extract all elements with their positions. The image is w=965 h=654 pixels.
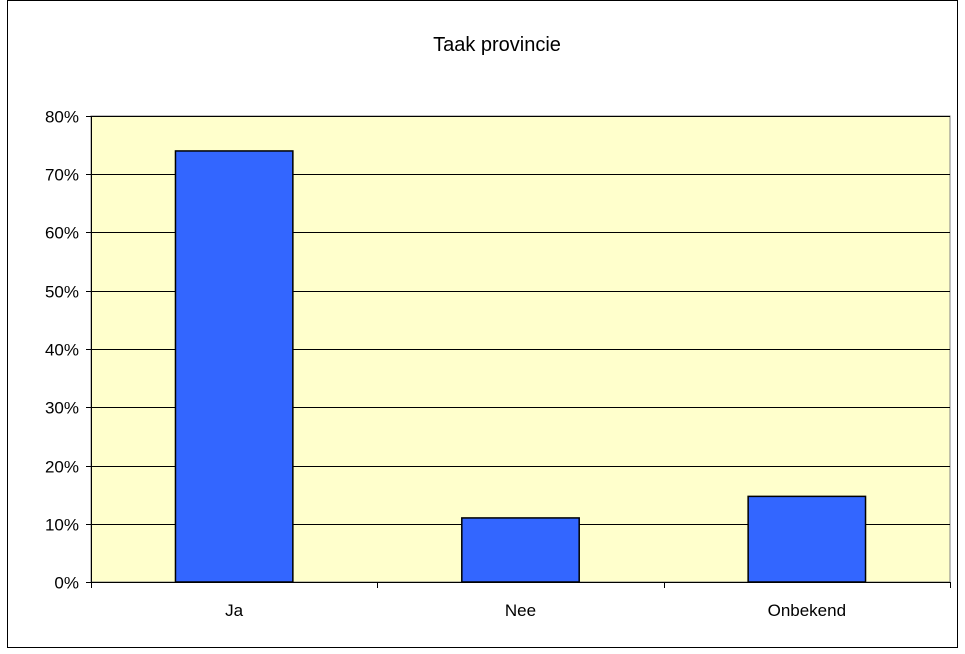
bar-ja (174, 150, 294, 583)
x-tick-label: Ja (225, 601, 244, 620)
x-tick-label: Nee (505, 601, 536, 620)
y-tick-label: 20% (45, 458, 79, 477)
chart-title: Taak provincie (433, 34, 561, 56)
y-tick-label: 40% (45, 341, 79, 360)
y-axis-ticks: 0% 10% 20% 30% 40% 50% 60% 70% 80% (45, 108, 91, 593)
y-tick-label: 30% (45, 399, 79, 418)
y-tick-label: 80% (45, 108, 79, 127)
y-tick-label: 0% (54, 574, 79, 593)
bars (174, 150, 867, 583)
bar-nee (461, 517, 580, 583)
y-tick-label: 60% (45, 224, 79, 243)
y-tick-label: 10% (45, 516, 79, 535)
y-tick-label: 70% (45, 166, 79, 185)
bar-onbekend (747, 495, 867, 583)
x-tick-label: Onbekend (768, 601, 846, 620)
y-tick-label: 50% (45, 283, 79, 302)
x-axis-ticks: Ja Nee Onbekend (91, 582, 951, 620)
